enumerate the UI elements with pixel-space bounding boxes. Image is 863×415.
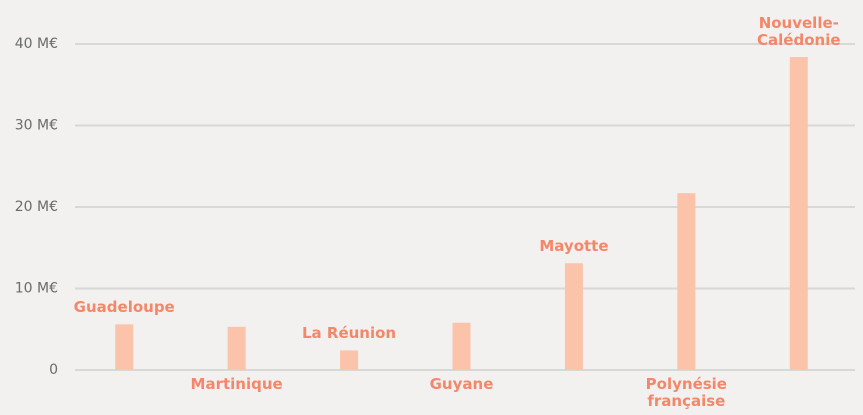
y-tick-label: 20 M€ [15, 199, 58, 215]
bar [227, 326, 246, 370]
bar [452, 322, 471, 370]
bar [677, 193, 696, 370]
category-label: La Réunion [302, 324, 397, 343]
bar [340, 350, 359, 370]
y-tick-label: 40 M€ [15, 36, 58, 52]
bar [789, 57, 808, 370]
bar [115, 324, 134, 370]
category-label: Guyane [429, 375, 494, 393]
category-label: Nouvelle-Calédonie [757, 14, 841, 50]
y-tick-label: 10 M€ [15, 281, 58, 297]
y-tick-label: 30 M€ [15, 118, 58, 134]
category-label: Guadeloupe [73, 298, 175, 317]
y-tick-label: 0 [49, 362, 58, 378]
category-label: Martinique [190, 375, 283, 393]
category-label: Polynésie française [645, 375, 727, 410]
bar [564, 263, 583, 370]
category-label: Mayotte [539, 237, 609, 256]
